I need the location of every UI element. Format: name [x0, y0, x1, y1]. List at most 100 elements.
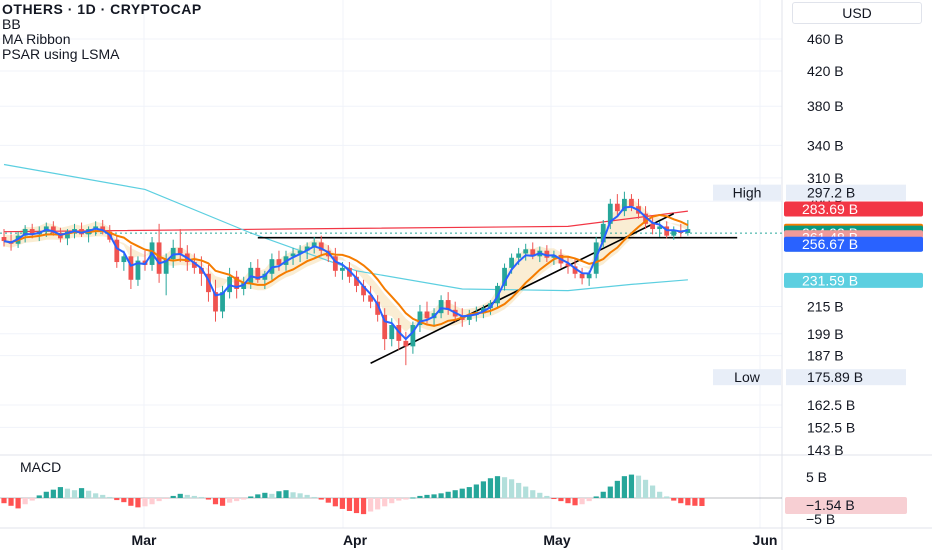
macd-bar	[276, 491, 282, 498]
macd-bar	[100, 494, 106, 498]
macd-bar	[311, 496, 317, 498]
macd-bar	[15, 498, 21, 509]
candle	[227, 267, 232, 299]
macd-histogram	[1, 474, 705, 515]
grid	[0, 0, 782, 528]
candle	[65, 229, 70, 246]
candle	[671, 226, 677, 240]
price-tick-label: 460 B	[807, 31, 844, 47]
price-tag-value: 231.59 B	[802, 272, 858, 288]
macd-bar	[135, 498, 141, 508]
candle-body	[565, 263, 571, 267]
candle-body	[516, 253, 522, 258]
candle-body	[509, 257, 514, 268]
candle	[375, 295, 381, 322]
candle-body	[347, 267, 352, 277]
macd-bar	[43, 491, 49, 498]
price-tick-label: 199 B	[807, 326, 844, 342]
macd-bar	[205, 498, 212, 500]
macd-bar	[410, 497, 416, 499]
candle-body	[600, 223, 606, 243]
price-tick-label: 187 B	[807, 348, 844, 364]
macd-bar	[551, 498, 557, 500]
currency-selector[interactable]: USD	[792, 2, 922, 24]
macd-bar	[71, 490, 78, 498]
candle	[410, 321, 416, 354]
macd-bar	[424, 494, 430, 498]
macd-bar	[544, 495, 550, 498]
candle-body	[156, 242, 162, 274]
macd-bar	[579, 498, 585, 505]
macd-bar	[614, 480, 620, 498]
macd-bar	[368, 498, 374, 512]
macd-bar	[29, 498, 35, 501]
candle-body	[530, 249, 536, 257]
macd-bar	[537, 492, 543, 498]
macd-bar	[227, 498, 233, 503]
candle-body	[671, 230, 677, 236]
ma-orange-line	[3, 213, 689, 327]
time-tick-label: Jun	[753, 532, 778, 548]
macd-bar	[142, 498, 148, 507]
candle-body	[65, 231, 70, 239]
candle	[466, 309, 472, 326]
macd-bar	[114, 498, 120, 501]
candle-body	[368, 295, 373, 302]
macd-bar	[628, 474, 635, 498]
macd-bar	[417, 495, 423, 498]
macd-bar	[262, 492, 268, 498]
ma-ribbon-fill	[4, 199, 688, 333]
price-tag-box	[784, 201, 923, 217]
candle-body	[650, 223, 655, 230]
macd-bar	[128, 498, 134, 506]
candle-body	[332, 256, 338, 271]
macd-bar	[198, 496, 204, 498]
chart-legend: OTHERS · 1D · CRYPTOCAP BB MA Ribbon PSA…	[2, 2, 202, 62]
candle-body	[128, 256, 134, 280]
symbol-title[interactable]: OTHERS · 1D · CRYPTOCAP	[2, 1, 202, 17]
time-tick-label: Apr	[343, 532, 368, 548]
candles	[1, 191, 691, 366]
macd-bar	[22, 498, 28, 505]
price-tick-label: 380 B	[807, 98, 844, 114]
candle-body	[114, 239, 120, 263]
candle	[523, 243, 529, 261]
macd-bar	[346, 498, 353, 511]
candle	[445, 292, 451, 315]
price-tag-value: 283.69 B	[802, 201, 858, 217]
indicator-bb[interactable]: BB	[2, 16, 21, 32]
macd-bar	[93, 493, 99, 498]
candle	[614, 194, 620, 217]
macd-bar	[650, 485, 656, 498]
macd-bar	[516, 482, 522, 498]
macd-bar	[480, 481, 486, 498]
indicator-psar[interactable]: PSAR using LSMA	[2, 46, 120, 62]
indicator-ma-ribbon[interactable]: MA Ribbon	[2, 31, 71, 47]
ma-blue-line	[3, 205, 689, 341]
candle-body	[629, 198, 634, 207]
price-marker-value: 175.89 B	[807, 369, 863, 385]
candle-body	[50, 226, 56, 233]
candle	[544, 245, 550, 263]
macd-bar	[530, 490, 536, 498]
candle	[502, 263, 507, 291]
time-tick-label: Mar	[132, 532, 157, 548]
candle-body	[523, 249, 529, 254]
candle	[438, 295, 444, 319]
price-tick-label: 420 B	[807, 63, 844, 79]
time-tick-label: May	[543, 532, 570, 548]
candle-body	[276, 259, 282, 265]
candle-body	[100, 226, 106, 232]
candle-body	[361, 285, 366, 296]
candle-body	[191, 262, 197, 268]
price-marker-label: High	[733, 185, 762, 201]
macd-bar	[107, 496, 113, 498]
macd-bar	[389, 498, 395, 504]
candle-body	[375, 301, 381, 315]
candle	[622, 191, 627, 217]
macd-bar	[558, 498, 564, 502]
candle	[206, 264, 211, 302]
macd-bar	[600, 491, 606, 498]
candle	[276, 250, 282, 271]
